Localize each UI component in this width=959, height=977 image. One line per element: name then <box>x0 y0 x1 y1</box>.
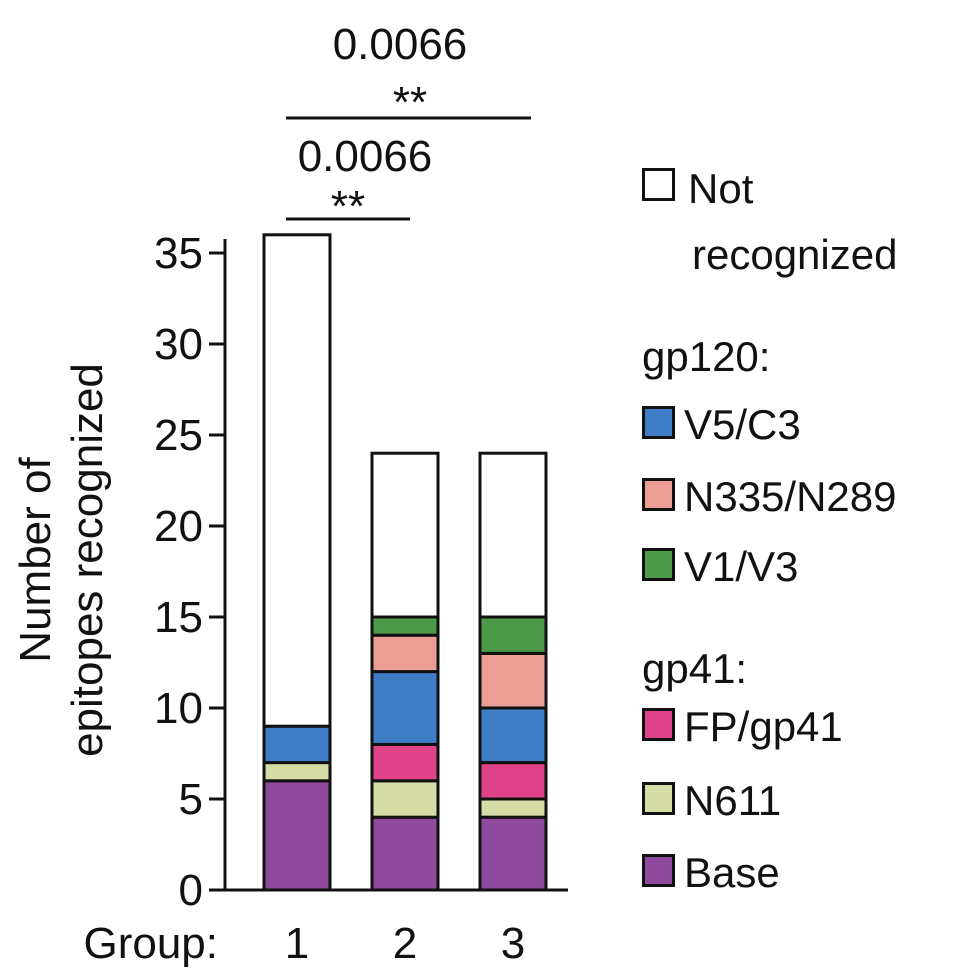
legend-swatch-v5c3 <box>642 406 675 439</box>
bar-segment <box>478 451 548 619</box>
bar-segment <box>262 724 332 765</box>
x-tick-label: 2 <box>393 919 417 968</box>
y-tick-label: 15 <box>154 593 203 642</box>
y-tick-label: 0 <box>179 866 203 915</box>
bar-segment <box>370 779 440 819</box>
y-axis-label-line1: Number of <box>11 457 60 663</box>
legend-gp120-header: gp120: <box>642 333 771 380</box>
legend-swatch-n611 <box>642 782 675 815</box>
bar-segment <box>370 615 440 637</box>
bar-segment <box>478 815 548 892</box>
legend-label-not-recognized-1: Not <box>688 165 754 212</box>
legend-gp41-header: gp41: <box>642 645 748 692</box>
bar-segment <box>370 742 440 783</box>
legend-label-fp-gp41: FP/gp41 <box>684 703 843 750</box>
bar-segment <box>478 706 548 765</box>
legend-label-not-recognized-2: recognized <box>692 231 898 278</box>
significance-brackets <box>286 116 531 221</box>
legend-label-n335: N335/N289 <box>684 473 897 520</box>
bar-segment <box>478 615 548 655</box>
y-tick-label: 30 <box>154 320 203 369</box>
bar-segment <box>370 451 440 619</box>
legend-label-v5c3: V5/C3 <box>684 401 801 448</box>
legend-swatch-fp-gp41 <box>642 708 675 741</box>
sig-stars-1-3: ** <box>392 78 428 127</box>
bar-segment <box>262 233 332 728</box>
legend-label-n611: N611 <box>684 777 782 824</box>
bar-segment <box>478 797 548 819</box>
sig-p-1-3: 0.0066 <box>332 20 468 69</box>
sig-p-1-2: 0.0066 <box>297 132 433 181</box>
y-tick-label: 25 <box>154 411 203 460</box>
legend-label-base: Base <box>684 849 780 896</box>
axis-labels: 0 5 10 15 20 25 30 35 Number of epitopes recogniz… <box>11 229 525 968</box>
bar-segment <box>262 779 332 892</box>
bar-segment <box>370 815 440 892</box>
legend-swatch-n335 <box>642 478 675 511</box>
x-tick-label: 1 <box>285 919 309 968</box>
bar-segment <box>370 670 440 746</box>
y-tick-label: 20 <box>154 502 203 551</box>
legend-label-v1v3: V1/V3 <box>684 543 799 590</box>
x-axis-prefix: Group: <box>83 919 218 968</box>
y-tick-label: 5 <box>179 775 203 824</box>
y-axis-label-line2: epitopes recognized <box>63 363 112 757</box>
y-tick-label: 10 <box>154 684 203 733</box>
legend-swatch-base <box>642 854 675 887</box>
y-tick-label: 35 <box>154 229 203 278</box>
bar-segment <box>370 633 440 674</box>
bar-segment <box>262 761 332 783</box>
bar-segment <box>478 761 548 801</box>
legend-swatch-v1v3 <box>642 548 675 581</box>
x-tick-label: 3 <box>501 919 525 968</box>
legend-swatch-not-recognized <box>642 168 675 201</box>
bar-segment <box>478 651 548 710</box>
bars <box>262 233 548 892</box>
sig-stars-1-2: ** <box>330 182 366 231</box>
